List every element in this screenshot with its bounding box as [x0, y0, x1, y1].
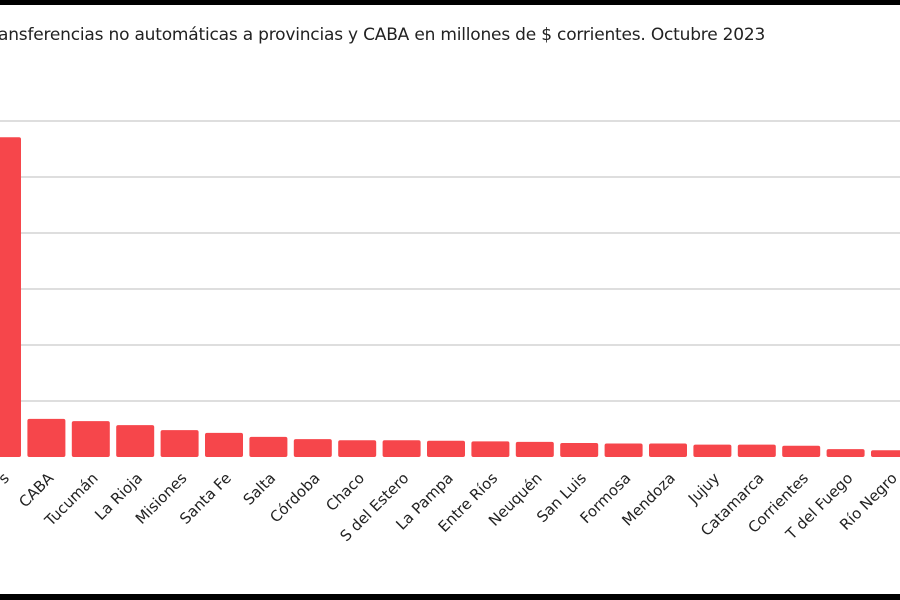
bar-s-del-estero [382, 440, 421, 457]
x-tick-label: Jujuy [684, 469, 723, 508]
bar-salta [249, 436, 288, 457]
bar-formosa [604, 443, 643, 457]
x-tick-label: CABA [15, 469, 57, 511]
bar-tucumán [71, 421, 110, 457]
bar-neuquén [515, 441, 554, 457]
chart-title: ansferencias no automáticas a provincias… [0, 25, 766, 45]
bar-río-negro [871, 450, 900, 457]
bar-corrientes [782, 445, 821, 457]
bar-s [0, 137, 21, 457]
bar-mendoza [649, 443, 687, 457]
x-tick-label: Salta [240, 469, 280, 509]
bar-santa-fe [205, 432, 243, 457]
bar-catamarca [737, 444, 776, 457]
bar-córdoba [293, 439, 332, 457]
bar-la-rioja [116, 425, 155, 457]
bar-san-luis [560, 443, 599, 457]
bar-chaco [338, 440, 377, 457]
bar-jujuy [693, 444, 732, 457]
x-tick-label: s [0, 469, 13, 487]
bar-entre-ríos [471, 441, 510, 457]
bar-t-del-fuego [826, 449, 865, 457]
bar-misiones [160, 430, 199, 457]
bar-caba [27, 418, 66, 457]
chart-canvas: ansferencias no automáticas a provincias… [0, 5, 900, 594]
bar-la-pampa [427, 440, 465, 457]
